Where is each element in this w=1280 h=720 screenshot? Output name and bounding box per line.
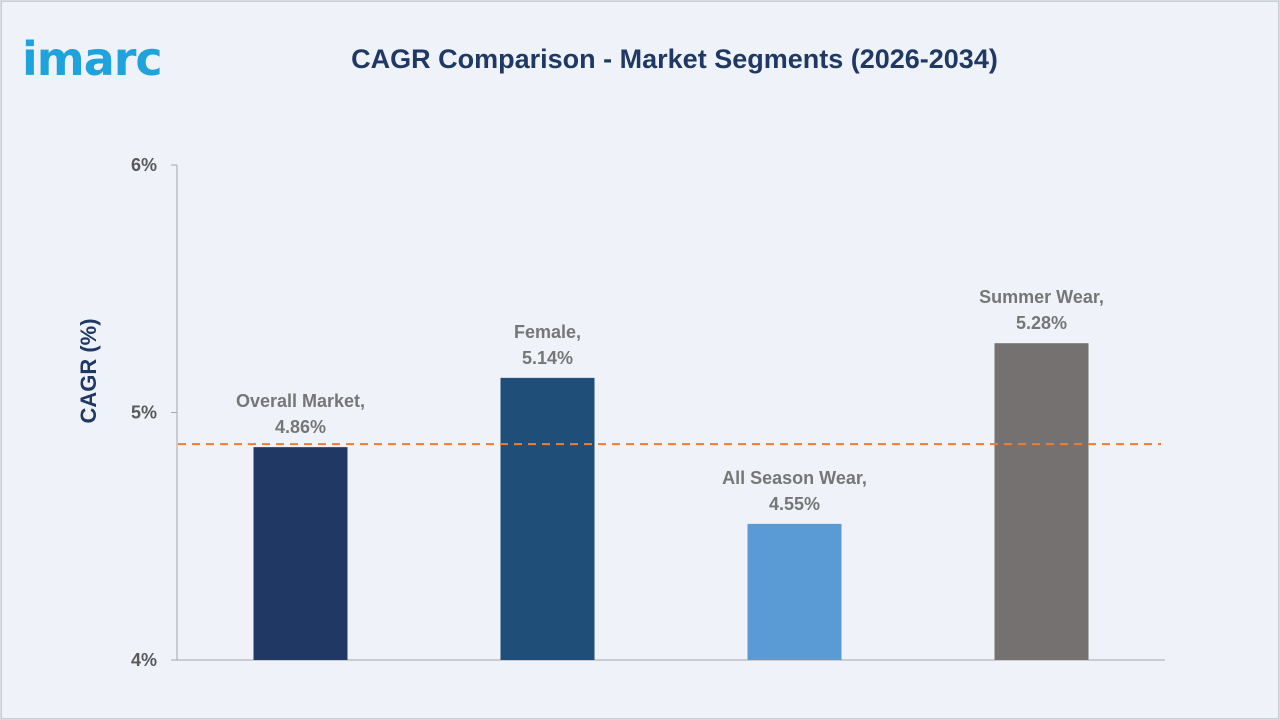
bar (994, 343, 1089, 660)
bar (253, 447, 348, 660)
bar (747, 523, 842, 660)
data-labels: Overall Market, 4.86% Female, 5.14% All Seas… (236, 287, 1104, 514)
y-tick-label: 5% (131, 403, 157, 423)
y-tick-label: 4% (131, 650, 157, 670)
y-axis-title: CAGR (%) (76, 318, 101, 423)
bar-category-label: Female, (514, 322, 581, 342)
chart-title: CAGR Comparison - Market Segments (2026-… (351, 44, 998, 74)
imarc-logo: imarc (22, 32, 163, 86)
bar-category-label: All Season Wear, (722, 468, 867, 488)
y-axis-ticks: 4% 5% 6% (131, 155, 177, 670)
bar-value-label: 5.14% (522, 348, 573, 368)
bar-value-label: 4.55% (769, 494, 820, 514)
bar-series (253, 343, 1089, 660)
bar-category-label: Summer Wear, (979, 287, 1104, 307)
bar (500, 377, 595, 660)
y-tick-label: 6% (131, 155, 157, 175)
bar-category-label: Overall Market, (236, 391, 365, 411)
bar-value-label: 4.86% (275, 417, 326, 437)
bar-value-label: 5.28% (1016, 313, 1067, 333)
